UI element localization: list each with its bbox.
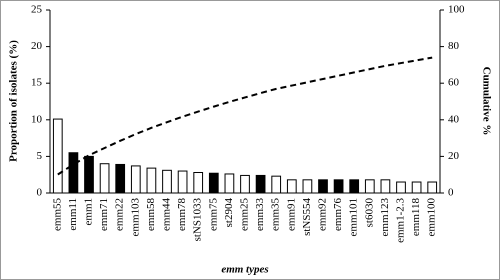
- bar: [84, 155, 94, 194]
- cumulative-line: [57, 56, 433, 176]
- x-tick-label: st2904: [223, 198, 235, 228]
- bar: [162, 169, 172, 194]
- y2-tick-label: 80: [448, 40, 460, 52]
- x-axis-label: emm types: [221, 264, 268, 276]
- bar: [99, 163, 110, 194]
- bar: [271, 175, 282, 194]
- x-tick-label: emm76: [332, 198, 344, 231]
- bar: [364, 179, 375, 194]
- y2-tick-label: 20: [448, 150, 460, 162]
- bar: [318, 179, 328, 194]
- x-tick-label: emm78: [176, 198, 188, 231]
- x-tick-label: emm75: [207, 198, 219, 231]
- y-tick-label: 25: [31, 4, 43, 16]
- x-tick-label: emm100: [426, 198, 438, 237]
- bar: [349, 179, 360, 194]
- y-tick-label: 0: [37, 187, 43, 199]
- bar: [115, 163, 126, 194]
- x-tick-label: emm1: [83, 198, 95, 226]
- x-tick-label: emm33: [254, 198, 266, 231]
- x-tick-label: emm101: [348, 198, 360, 237]
- x-tick-label: stNS554: [301, 198, 313, 236]
- bar: [302, 179, 313, 194]
- x-tick-label: emm1-2.3: [395, 198, 407, 243]
- x-tick-label: emm118: [410, 198, 422, 237]
- x-tick-label: emm55: [51, 198, 63, 231]
- bar: [427, 181, 438, 194]
- y2-tick-label: 40: [448, 113, 460, 125]
- x-tick-label: emm58: [145, 198, 157, 231]
- bar: [224, 173, 235, 194]
- bar: [240, 174, 250, 194]
- y-tick-label: 10: [31, 113, 43, 125]
- x-tick-label: emm92: [317, 198, 329, 231]
- bar: [68, 152, 79, 194]
- x-tick-label: emm35: [270, 198, 282, 231]
- x-tick-label: emm44: [161, 198, 173, 231]
- x-tick-label: emm91: [285, 198, 297, 231]
- bar: [193, 172, 204, 194]
- x-tick-label: stNS1033: [192, 198, 204, 242]
- bar: [146, 167, 157, 194]
- y-tick-label: 20: [31, 40, 43, 52]
- bar: [208, 172, 219, 194]
- bar: [333, 179, 344, 194]
- x-tick-label: emm25: [239, 198, 251, 231]
- bar: [130, 165, 141, 194]
- x-tick-label: st6030: [363, 198, 375, 228]
- x-tick-label: emm123: [379, 198, 391, 237]
- bar: [286, 179, 297, 194]
- x-tick-label: emm22: [114, 198, 126, 231]
- bar: [52, 118, 63, 194]
- y2-axis-label: Cumulative %: [480, 67, 492, 136]
- bar: [380, 179, 391, 194]
- x-tick-label: emm11: [67, 198, 79, 231]
- x-tick-label: emm71: [98, 198, 110, 231]
- bar: [255, 174, 266, 194]
- y2-tick-label: 0: [448, 187, 454, 199]
- y-tick-label: 5: [37, 150, 43, 162]
- y-axis-label: Proportion of isolates (%): [8, 40, 20, 162]
- y-tick-label: 15: [31, 77, 43, 89]
- bar: [177, 170, 188, 194]
- bar: [396, 181, 406, 194]
- y2-tick-label: 60: [448, 77, 460, 89]
- bar: [411, 181, 422, 194]
- y2-tick-label: 100: [448, 4, 465, 16]
- x-tick-label: emm103: [129, 198, 141, 237]
